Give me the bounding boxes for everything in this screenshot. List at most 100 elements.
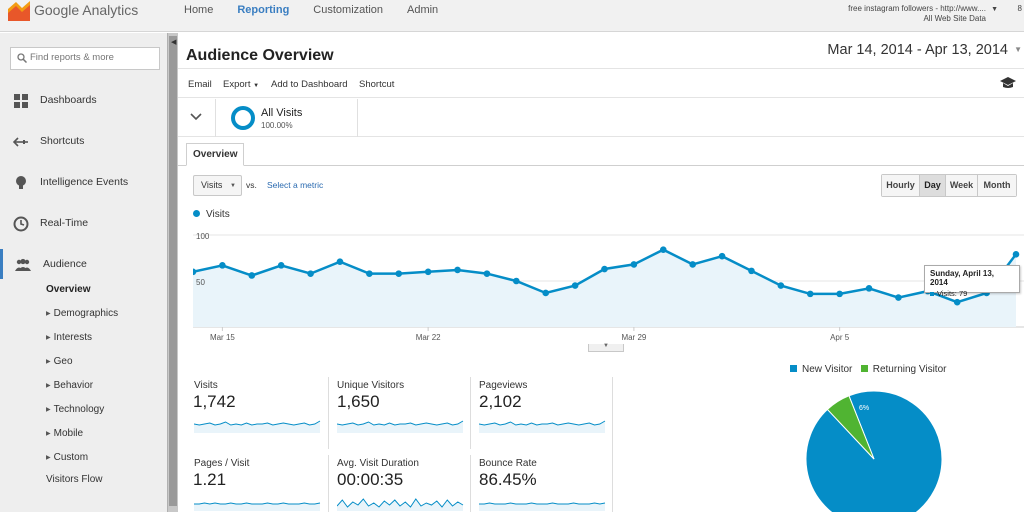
sidebar-item-dashboards[interactable]: Dashboards bbox=[0, 85, 168, 115]
nav-admin[interactable]: Admin bbox=[407, 4, 439, 16]
expand-triangle-icon: ▶ bbox=[46, 431, 51, 437]
visits-data-point[interactable] bbox=[454, 266, 461, 274]
metric-card-pageviews[interactable]: Pageviews 2,102 bbox=[470, 377, 610, 449]
visits-data-point[interactable] bbox=[248, 272, 256, 279]
chevron-down-icon[interactable] bbox=[190, 113, 202, 121]
date-range-picker[interactable]: Mar 14, 2014 - Apr 13, 2014 bbox=[827, 42, 1008, 58]
visits-data-point[interactable] bbox=[777, 282, 785, 289]
visits-data-point[interactable] bbox=[630, 261, 638, 268]
visits-data-point[interactable] bbox=[571, 282, 579, 289]
visits-data-point[interactable] bbox=[424, 268, 432, 276]
visits-data-point[interactable] bbox=[542, 289, 550, 297]
expand-triangle-icon: ▶ bbox=[46, 311, 51, 317]
pie-slice-returning-visitor[interactable] bbox=[826, 395, 875, 460]
sidebar-sub-geo[interactable]: ▶ Geo bbox=[46, 356, 73, 367]
visits-data-point[interactable] bbox=[307, 270, 314, 277]
scrollbar-handle[interactable] bbox=[169, 36, 177, 506]
pie-slice-label: 6% bbox=[859, 405, 869, 412]
sparkline-line bbox=[194, 502, 321, 505]
tab-overview[interactable]: Overview bbox=[186, 143, 245, 166]
metric-label: Avg. Visit Duration bbox=[337, 458, 419, 469]
collapse-sidebar-icon[interactable]: ◀ bbox=[171, 39, 177, 46]
visits-data-point[interactable] bbox=[865, 285, 873, 292]
analytics-logo-icon bbox=[8, 1, 30, 21]
chart-resize-handle[interactable]: ▼ bbox=[588, 343, 624, 352]
export-button[interactable]: Export ▼ bbox=[223, 79, 259, 90]
visits-data-point[interactable] bbox=[601, 265, 608, 273]
segment-divider bbox=[215, 99, 216, 137]
visits-data-point[interactable] bbox=[806, 290, 814, 298]
visits-data-point[interactable] bbox=[659, 246, 667, 254]
nav-customization[interactable]: Customization bbox=[313, 4, 383, 16]
granularity-month[interactable]: Month bbox=[978, 175, 1016, 196]
tooltip-swatch bbox=[930, 292, 934, 296]
visits-data-point[interactable] bbox=[689, 261, 696, 268]
sidebar-item-label: Real-Time bbox=[40, 217, 89, 229]
visits-data-point[interactable] bbox=[836, 290, 843, 298]
add-to-dashboard-button[interactable]: Add to Dashboard bbox=[271, 79, 348, 90]
email-button[interactable]: Email bbox=[188, 79, 212, 90]
account-dropdown-icon[interactable]: ▼ bbox=[991, 6, 998, 13]
segment-name[interactable]: All Visits bbox=[261, 107, 303, 119]
legend-returning-visitor: Returning Visitor bbox=[872, 364, 947, 375]
sidebar-sub-interests[interactable]: ▶ Interests bbox=[46, 332, 92, 343]
search-input[interactable] bbox=[30, 52, 154, 63]
visits-data-point[interactable] bbox=[219, 262, 226, 269]
sidebar-item-intelligence-events[interactable]: Intelligence Events bbox=[0, 167, 168, 197]
google-analytics-logo[interactable]: Google Analytics bbox=[8, 1, 148, 23]
metric-card-bounce-rate[interactable]: Bounce Rate 86.45% bbox=[470, 455, 610, 512]
sidebar-sub-demographics[interactable]: ▶ Demographics bbox=[46, 308, 118, 319]
visits-data-point[interactable] bbox=[366, 270, 373, 277]
visits-data-point[interactable] bbox=[1012, 251, 1020, 258]
metric-value: 2,102 bbox=[479, 392, 522, 411]
sidebar-item-audience[interactable]: Audience bbox=[0, 249, 168, 279]
sidebar-item-shortcuts[interactable]: Shortcuts bbox=[0, 126, 168, 156]
top-edge-text: 8 bbox=[1017, 4, 1022, 13]
date-range-dropdown-icon[interactable]: ▼ bbox=[1014, 45, 1022, 54]
sidebar-sub-mobile[interactable]: ▶ Mobile bbox=[46, 428, 83, 439]
nav-home[interactable]: Home bbox=[184, 4, 214, 16]
metric-card-unique-visitors[interactable]: Unique Visitors 1,650 bbox=[328, 377, 468, 449]
metric-card-visits[interactable]: Visits 1,742 bbox=[193, 377, 333, 449]
visits-data-point[interactable] bbox=[748, 267, 755, 275]
sidebar-sub-overview[interactable]: Overview bbox=[46, 284, 90, 295]
expand-triangle-icon: ▶ bbox=[46, 407, 51, 413]
visits-data-point[interactable] bbox=[483, 270, 491, 277]
vs-label: vs. bbox=[246, 180, 257, 190]
sub-label: Geo bbox=[53, 356, 73, 367]
metric-card-avg-visit-duration[interactable]: Avg. Visit Duration 00:00:35 bbox=[328, 455, 468, 512]
sidebar-sub-custom[interactable]: ▶ Custom bbox=[46, 452, 88, 463]
visits-data-point[interactable] bbox=[395, 270, 403, 277]
visits-data-point[interactable] bbox=[277, 262, 285, 269]
shortcut-button[interactable]: Shortcut bbox=[359, 79, 395, 90]
visitor-pie-chart: 6% bbox=[805, 390, 943, 512]
granularity-hourly[interactable]: Hourly bbox=[882, 175, 920, 196]
granularity-week[interactable]: Week bbox=[946, 175, 978, 196]
sidebar-scrollbar[interactable] bbox=[167, 33, 178, 512]
pie-slice-new-visitor[interactable] bbox=[805, 390, 943, 512]
account-selector[interactable]: free instagram followers - http://www...… bbox=[848, 0, 998, 24]
graduation-cap-icon[interactable] bbox=[1000, 77, 1016, 89]
granularity-day[interactable]: Day bbox=[920, 175, 946, 196]
sidebar-sub-behavior[interactable]: ▶ Behavior bbox=[46, 380, 93, 391]
sidebar-item-real-time[interactable]: Real-Time bbox=[0, 208, 168, 238]
x-tick-label: Mar 22 bbox=[416, 333, 441, 342]
visits-data-point[interactable] bbox=[193, 268, 197, 276]
visits-data-point[interactable] bbox=[953, 298, 961, 306]
y-tick-label: 50 bbox=[196, 278, 205, 287]
account-view: All Web Site Data bbox=[923, 14, 986, 23]
sidebar-sub-technology[interactable]: ▶ Technology bbox=[46, 404, 104, 415]
visits-data-point[interactable] bbox=[895, 294, 902, 301]
sidebar-item-label: Shortcuts bbox=[40, 135, 85, 147]
report-main: Audience Overview Mar 14, 2014 - Apr 13,… bbox=[178, 33, 1024, 512]
select-metric-link[interactable]: Select a metric bbox=[267, 180, 324, 190]
x-tick-label: Apr 5 bbox=[830, 333, 850, 342]
visits-data-point[interactable] bbox=[718, 252, 726, 260]
visits-data-point[interactable] bbox=[336, 258, 344, 265]
metric-select[interactable]: Visits ▼ bbox=[193, 175, 242, 196]
expand-triangle-icon: ▶ bbox=[46, 335, 51, 341]
visits-data-point[interactable] bbox=[513, 277, 520, 285]
sidebar-sub-visitors-flow[interactable]: Visitors Flow bbox=[46, 474, 103, 485]
metric-card-pages-per-visit[interactable]: Pages / Visit 1.21 bbox=[193, 455, 333, 512]
nav-reporting[interactable]: Reporting bbox=[237, 4, 290, 16]
